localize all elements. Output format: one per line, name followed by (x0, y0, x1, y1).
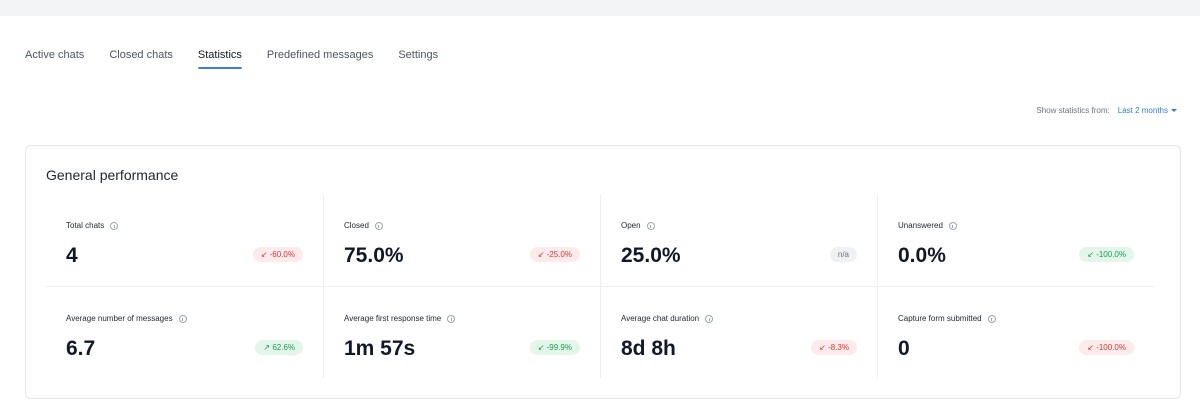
info-icon[interactable] (705, 314, 714, 323)
tab-statistics[interactable]: Statistics (197, 48, 242, 70)
tab-bar: Active chats Closed chats Statistics Pre… (25, 48, 463, 70)
change-badge: ↙ -100.0% (1079, 340, 1134, 355)
metric-label: Unanswered (898, 221, 943, 230)
info-icon[interactable] (178, 314, 187, 323)
info-icon[interactable] (987, 314, 996, 323)
stats-range-label: Show statistics from: (1036, 106, 1110, 115)
metric-label: Total chats (66, 221, 105, 230)
metric-average-number-of-messages: Average number of messages 6.7 ↗ 62.6% (46, 286, 323, 378)
metric-label: Capture form submitted (898, 314, 982, 323)
caret-down-icon (1171, 109, 1177, 112)
info-icon[interactable] (447, 314, 456, 323)
tab-active-chats[interactable]: Active chats (25, 49, 85, 61)
metric-value: 8d 8h (621, 337, 676, 360)
metric-average-chat-duration: Average chat duration 8d 8h ↙ -8.3% (600, 286, 877, 378)
tab-settings[interactable]: Settings (398, 49, 439, 61)
metric-label: Closed (344, 221, 369, 230)
metric-value: 6.7 (66, 337, 96, 360)
metric-open: Open 25.0% n/a (600, 194, 877, 286)
info-icon[interactable] (110, 221, 119, 230)
stats-range-value: Last 2 months (1117, 106, 1168, 115)
change-badge: ↙ -99.9% (529, 340, 580, 355)
metric-average-first-response-time: Average first response time 1m 57s ↙ -99… (323, 286, 600, 378)
stats-range-dropdown[interactable]: Last 2 months (1118, 106, 1177, 115)
metric-value: 4 (66, 244, 78, 267)
metric-value: 1m 57s (344, 337, 416, 360)
statistics-page: Active chats Closed chats Statistics Pre… (0, 16, 1200, 412)
metric-label: Average chat duration (621, 314, 700, 323)
change-badge: ↙ -25.0% (529, 247, 580, 262)
tab-predefined-messages[interactable]: Predefined messages (266, 49, 374, 61)
info-icon[interactable] (948, 221, 957, 230)
change-badge: n/a (829, 247, 857, 262)
change-badge: ↗ 62.6% (255, 340, 303, 355)
metric-unanswered: Unanswered 0.0% ↙ -100.0% (877, 194, 1154, 286)
info-icon[interactable] (646, 221, 655, 230)
metric-label: Open (621, 221, 641, 230)
change-badge: ↙ -60.0% (252, 247, 303, 262)
info-icon[interactable] (374, 221, 383, 230)
metric-total-chats: Total chats 4 ↙ -60.0% (46, 194, 323, 286)
stats-range-filter: Show statistics from: Last 2 months (1036, 106, 1177, 115)
metrics-grid: Total chats 4 ↙ -60.0% Closed 75.0% ↙ -2… (46, 194, 1154, 378)
metric-label: Average first response time (344, 314, 442, 323)
metric-value: 25.0% (621, 244, 681, 267)
general-performance-card: General performance Total chats 4 ↙ -60.… (25, 145, 1181, 399)
change-badge: ↙ -100.0% (1079, 247, 1134, 262)
metric-value: 0 (898, 337, 910, 360)
tab-closed-chats[interactable]: Closed chats (109, 49, 173, 61)
change-badge: ↙ -8.3% (811, 340, 857, 355)
metric-value: 0.0% (898, 244, 946, 267)
metric-closed: Closed 75.0% ↙ -25.0% (323, 194, 600, 286)
metric-label: Average number of messages (66, 314, 173, 323)
metric-value: 75.0% (344, 244, 404, 267)
metric-capture-form-submitted: Capture form submitted 0 ↙ -100.0% (877, 286, 1154, 378)
card-title: General performance (46, 167, 179, 183)
